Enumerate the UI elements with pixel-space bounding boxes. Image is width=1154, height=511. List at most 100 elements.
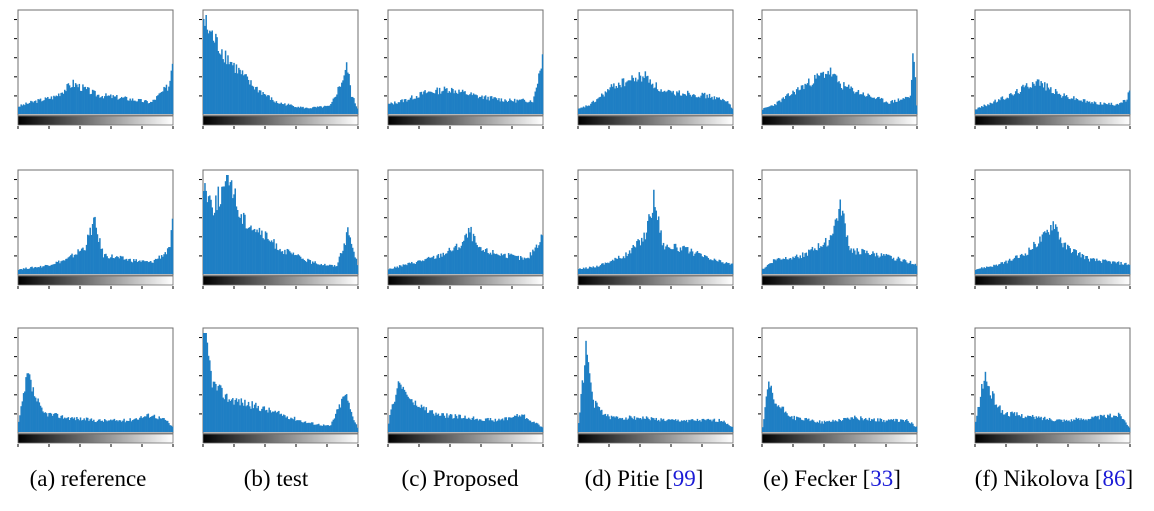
- histogram-bar: [1086, 256, 1088, 274]
- histogram-bar: [1045, 90, 1047, 114]
- histogram-bar: [841, 420, 844, 432]
- histogram-bar: [1088, 261, 1091, 274]
- histogram-bar: [97, 241, 100, 274]
- histogram-bar: [207, 355, 210, 432]
- histogram-bar: [789, 95, 792, 114]
- citation-link[interactable]: 86: [1102, 466, 1126, 491]
- histogram-bar: [714, 99, 717, 114]
- histogram-bar: [334, 96, 337, 114]
- histogram-bar: [1025, 83, 1028, 114]
- histogram-bar: [221, 387, 223, 432]
- histogram-bar: [448, 415, 451, 432]
- histogram-bar: [914, 426, 917, 432]
- histogram-bar: [146, 414, 148, 432]
- histogram-bar: [101, 95, 104, 114]
- histogram-bar: [624, 86, 626, 114]
- histogram-bar: [154, 99, 157, 114]
- histogram-bar: [56, 96, 59, 114]
- histogram-bar: [342, 250, 344, 274]
- histogram-bar: [425, 258, 428, 274]
- histogram-bar: [538, 245, 540, 274]
- histogram-bar: [856, 418, 858, 432]
- histogram-panel: [758, 327, 918, 447]
- histogram-bar: [73, 254, 76, 274]
- histogram-bar: [765, 266, 768, 274]
- histogram-bar: [320, 425, 322, 432]
- histogram-bar: [110, 257, 112, 274]
- histogram-bar: [1086, 420, 1088, 432]
- histogram-bar: [354, 422, 356, 432]
- histogram-bar: [696, 418, 699, 432]
- histogram-bar: [877, 97, 879, 114]
- histogram-bar: [284, 249, 286, 274]
- histogram-bar: [617, 82, 620, 114]
- histogram-bar: [295, 254, 297, 274]
- histogram-bar: [1041, 420, 1044, 432]
- histogram-bar: [1070, 98, 1073, 114]
- histogram-bar: [234, 188, 236, 274]
- histogram-bar: [798, 90, 800, 114]
- histogram-bar: [303, 421, 306, 432]
- histogram-bar: [1002, 263, 1005, 274]
- histogram-bar: [862, 92, 865, 114]
- histogram-bar: [657, 419, 660, 432]
- histogram-bar: [413, 405, 415, 432]
- histogram-bar: [131, 98, 134, 114]
- histogram-bar: [864, 253, 867, 274]
- histogram-bar: [325, 265, 327, 274]
- histogram-bar: [851, 417, 854, 432]
- histogram-bar: [492, 98, 494, 114]
- histogram-bar: [472, 416, 475, 432]
- histogram-bar: [71, 87, 73, 114]
- histogram-bar: [901, 419, 903, 432]
- histogram-bar: [141, 260, 144, 274]
- histogram-bar: [769, 106, 771, 114]
- histogram-bar: [354, 103, 356, 114]
- histogram-panel: [971, 169, 1131, 289]
- histogram-bar: [683, 420, 685, 432]
- histogram-bar: [343, 243, 345, 274]
- histogram-bar: [77, 87, 79, 114]
- histogram-bar: [500, 419, 503, 432]
- histogram-bar: [473, 236, 476, 274]
- histogram-bar: [874, 421, 877, 432]
- histogram-bar: [239, 69, 241, 114]
- histogram-bar: [782, 258, 785, 274]
- histogram-bar: [470, 419, 472, 432]
- histogram-bar: [605, 262, 608, 274]
- histogram-bar: [885, 253, 888, 274]
- histogram-bar: [221, 186, 223, 274]
- histogram-bar: [304, 421, 307, 432]
- histogram-bar: [824, 237, 827, 274]
- histogram-bar: [219, 385, 222, 432]
- citation-link[interactable]: 99: [672, 466, 696, 491]
- histogram-bar: [778, 100, 781, 114]
- histogram-bar: [153, 259, 156, 274]
- histogram-bar: [39, 265, 42, 274]
- histogram-bar: [878, 96, 880, 114]
- histogram-bar: [123, 97, 125, 114]
- histogram-bar: [213, 381, 216, 432]
- histogram-bar: [985, 106, 988, 114]
- histogram-bar: [619, 417, 621, 432]
- histogram-bar: [391, 404, 394, 432]
- histogram-bar: [1023, 87, 1025, 114]
- histogram-bar: [691, 419, 694, 432]
- histogram-bar: [977, 107, 979, 114]
- histogram-bar: [273, 411, 275, 432]
- histogram-bar: [610, 415, 613, 432]
- histogram-bar: [663, 90, 666, 114]
- histogram-bar: [51, 99, 54, 114]
- histogram-bar: [873, 253, 875, 274]
- histogram-bar: [431, 410, 434, 432]
- histogram-bar: [1059, 94, 1062, 114]
- citation-link[interactable]: 33: [870, 466, 894, 491]
- histogram-bar: [529, 100, 532, 114]
- histogram-bar: [1128, 264, 1131, 274]
- histogram-bar: [866, 419, 868, 432]
- histogram-bar: [1097, 260, 1099, 274]
- histogram-bar: [1093, 416, 1096, 432]
- histogram-bar: [120, 421, 123, 432]
- histogram-bar: [650, 417, 653, 432]
- histogram-bar: [45, 413, 48, 432]
